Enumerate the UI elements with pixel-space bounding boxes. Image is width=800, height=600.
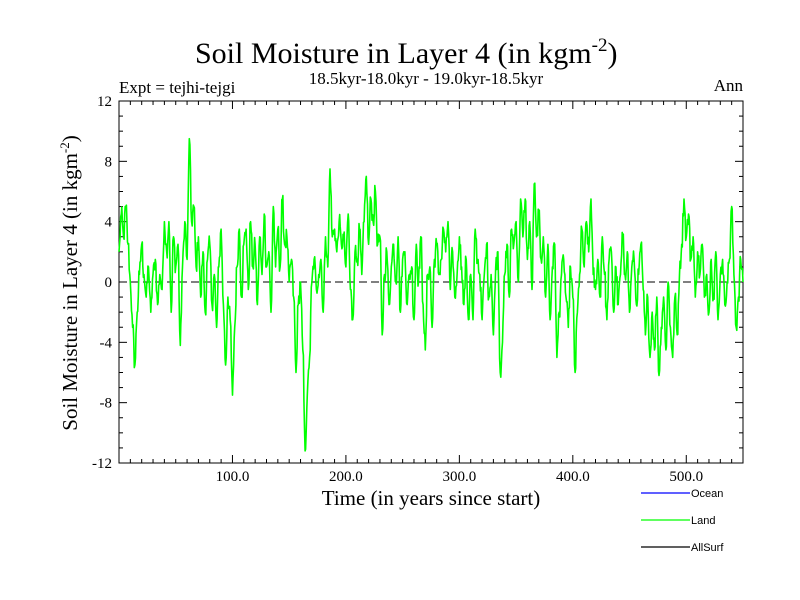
chart-title: Soil Moisture in Layer 4 (in kgm-2) [195,35,617,70]
axis-ticks: -12 -8 -4 0 4 8 12 100.0 200.0 300.0 400.0 500.0 [92,94,743,485]
x-tick-label: 400.0 [556,469,590,485]
x-tick-label: 200.0 [329,469,363,485]
season-label: Ann [714,76,744,95]
legend: Ocean Land AllSurf [641,488,724,554]
legend-label: Ocean [691,488,723,500]
y-tick-label: 0 [105,275,113,291]
legend-label: AllSurf [691,542,724,554]
series-line-land [118,137,744,452]
series-group [118,137,744,452]
x-axis-label: Time (in years since start) [322,486,541,510]
x-tick-label: 300.0 [442,469,476,485]
legend-label: Land [691,515,715,527]
y-tick-label: 8 [105,154,113,170]
y-tick-label: -4 [100,335,113,351]
y-tick-label: 4 [105,215,113,231]
experiment-label: Expt = tejhi-tejgi [119,78,236,97]
y-tick-label: 12 [97,94,112,110]
x-tick-label: 500.0 [669,469,703,485]
y-axis-label: Soil Moisture in Layer 4 (in kgm-2) [57,135,82,430]
y-tick-label: -8 [100,396,113,412]
x-tick-label: 100.0 [216,469,250,485]
y-tick-label: -12 [92,456,112,472]
period-label: 18.5kyr-18.0kyr - 19.0kyr-18.5kyr [309,69,544,88]
